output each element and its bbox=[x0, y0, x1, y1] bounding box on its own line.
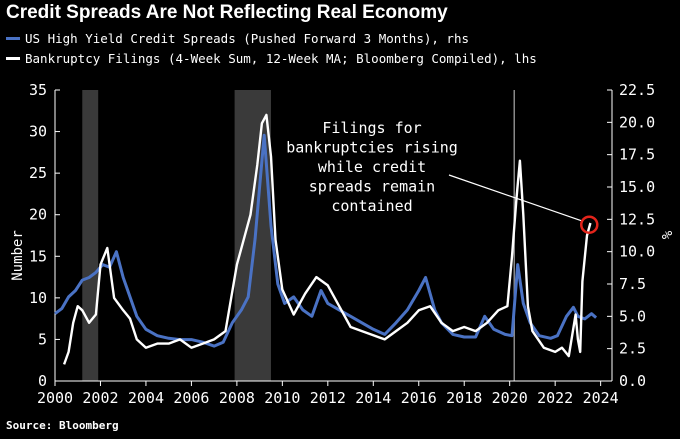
x-tick-label-9: 2018 bbox=[446, 389, 482, 407]
legend-swatch-white bbox=[6, 57, 20, 60]
right-tick-label-5: 12.5 bbox=[619, 210, 655, 228]
left-tick-label-6: 30 bbox=[29, 123, 47, 141]
recession-shading bbox=[82, 90, 271, 381]
right-tick-label-4: 10.0 bbox=[619, 243, 655, 261]
left-tick-label-3: 15 bbox=[29, 247, 47, 265]
annotation-line-2: while credit bbox=[318, 158, 426, 176]
right-tick-label-6: 15.0 bbox=[619, 178, 655, 196]
annotation-line-0: Filings for bbox=[322, 119, 421, 137]
left-tick-label-0: 0 bbox=[38, 372, 47, 390]
x-tick-label-3: 2006 bbox=[173, 389, 209, 407]
left-tick-label-7: 35 bbox=[29, 81, 47, 99]
x-tick-label-2: 2004 bbox=[128, 389, 164, 407]
credit-spreads-line bbox=[54, 133, 598, 348]
x-tick-label-8: 2016 bbox=[401, 389, 437, 407]
right-tick-label-0: 0.0 bbox=[619, 372, 646, 390]
legend-item-credit-spreads: US High Yield Credit Spreads (Pushed For… bbox=[6, 31, 469, 46]
left-tick-label-4: 20 bbox=[29, 206, 47, 224]
x-tick-label-7: 2014 bbox=[355, 389, 391, 407]
x-tick-label-0: 2000 bbox=[37, 389, 73, 407]
source-note: Source: Bloomberg bbox=[6, 419, 119, 432]
right-tick-label-9: 22.5 bbox=[619, 81, 655, 99]
annotation-arrow bbox=[448, 174, 582, 222]
annotation-line-4: contained bbox=[331, 197, 412, 215]
chart-title: Credit Spreads Are Not Reflecting Real E… bbox=[6, 2, 448, 23]
right-tick-label-7: 17.5 bbox=[619, 146, 655, 164]
x-tick-label-4: 2008 bbox=[219, 389, 255, 407]
series-lines bbox=[54, 113, 598, 365]
x-tick-label-11: 2022 bbox=[537, 389, 573, 407]
x-tick-label-1: 2002 bbox=[82, 389, 118, 407]
right-axis-title: % bbox=[658, 231, 674, 240]
x-tick-label-5: 2010 bbox=[264, 389, 300, 407]
right-tick-label-2: 5.0 bbox=[619, 307, 646, 325]
x-tick-label-12: 2024 bbox=[583, 389, 619, 407]
annotation-line-1: bankruptcies rising bbox=[286, 139, 458, 157]
legend-label-bankruptcy-filings: Bankruptcy Filings (4-Week Sum, 12-Week … bbox=[25, 51, 537, 66]
x-tick-label-6: 2012 bbox=[310, 389, 346, 407]
annotation-line-3: spreads remain bbox=[309, 178, 435, 196]
recession-band-0 bbox=[82, 90, 99, 381]
right-tick-label-3: 7.5 bbox=[619, 275, 646, 293]
bankruptcy-filings-line bbox=[62, 113, 592, 365]
x-tick-label-10: 2020 bbox=[492, 389, 528, 407]
left-axis-title: Number bbox=[10, 230, 26, 281]
axes: 0 5 10 15 20 25 30 35 0.0 2.5 5.0 7.5 10.0 12.5 15.0 17… bbox=[10, 81, 674, 407]
legend-label-credit-spreads: US High Yield Credit Spreads (Pushed For… bbox=[25, 31, 470, 46]
right-tick-label-8: 20.0 bbox=[619, 113, 655, 131]
legend-swatch-blue bbox=[6, 37, 20, 40]
left-tick-label-1: 5 bbox=[38, 330, 47, 348]
left-tick-label-5: 25 bbox=[29, 164, 47, 182]
highlight-circle bbox=[580, 215, 599, 234]
legend-item-bankruptcy-filings: Bankruptcy Filings (4-Week Sum, 12-Week … bbox=[6, 51, 537, 66]
left-tick-label-2: 10 bbox=[29, 289, 47, 307]
recession-band-1 bbox=[234, 90, 271, 381]
right-tick-label-1: 2.5 bbox=[619, 340, 646, 358]
